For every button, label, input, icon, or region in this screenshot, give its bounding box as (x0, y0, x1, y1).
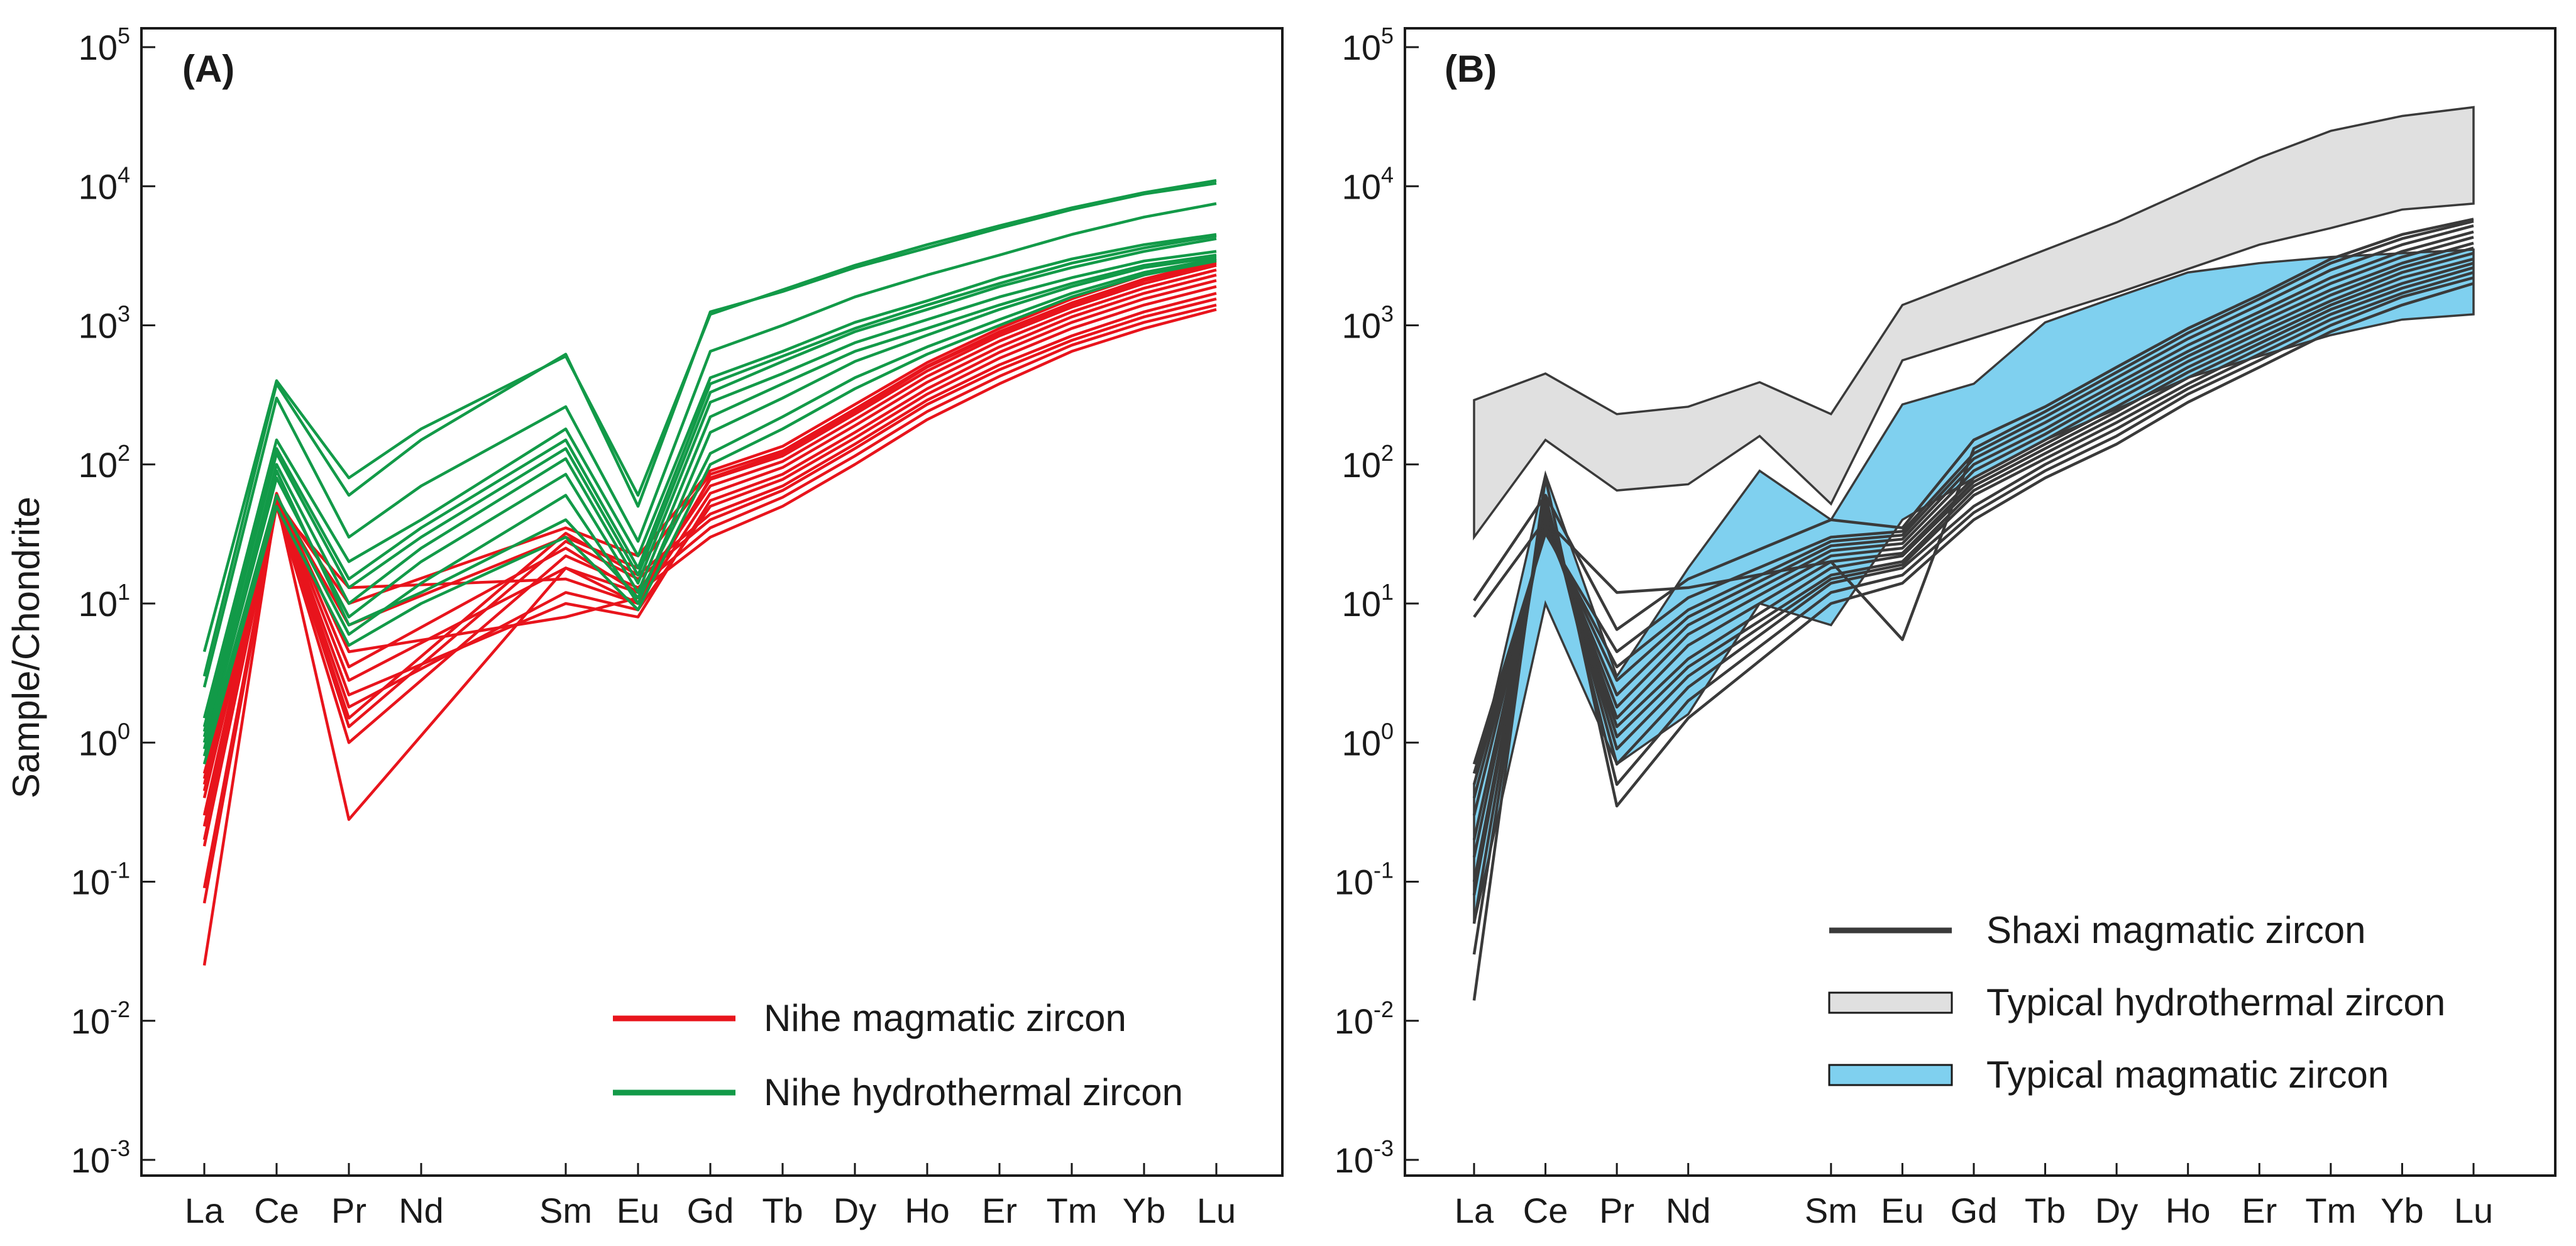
x-tick-label: Gd (1951, 1191, 1998, 1230)
panel-b-frame (1404, 27, 2557, 1177)
y-tick-label: 101 (79, 579, 130, 624)
series-line (1472, 276, 2474, 955)
x-tick-label: Pr (1599, 1191, 1634, 1230)
series-line (202, 308, 1217, 966)
x-tick-label: Yb (2381, 1191, 2424, 1230)
y-tick-label: 102 (79, 440, 130, 485)
y-tick-label: 10-1 (71, 857, 130, 902)
series-line (202, 285, 1217, 841)
series-line (1472, 224, 2474, 765)
panel-a-label: (A) (182, 48, 234, 90)
x-tick-label: Er (2242, 1191, 2277, 1230)
series-line (1473, 218, 2474, 631)
series-line (1472, 251, 2474, 841)
y-tick-label: 104 (1342, 162, 1394, 206)
y-axis-title: Sample/Chondrite (5, 497, 47, 798)
panel-a-frame (140, 27, 1284, 1177)
legend-label: Nihe magmatic zircon (764, 997, 1126, 1039)
series-line (202, 250, 1217, 743)
series-line (202, 273, 1217, 816)
y-tick-label: 103 (1342, 301, 1394, 346)
x-tick-label: Nd (1666, 1191, 1711, 1230)
series-line (202, 279, 1217, 827)
y-tick-label: 10-1 (1335, 857, 1394, 902)
legend-label: Typical hydrothermal zircon (1986, 981, 2445, 1023)
legend-swatch (1828, 991, 1953, 1014)
y-tick-label: 105 (79, 23, 130, 67)
series-line (202, 234, 1217, 727)
y-tick-label: 100 (1342, 718, 1394, 763)
x-tick-label: Dy (2095, 1191, 2138, 1230)
series-line (202, 297, 1217, 889)
series-line (202, 263, 1217, 791)
x-tick-label: Dy (834, 1191, 876, 1230)
series-line (202, 259, 1217, 765)
legend-swatch (1828, 1064, 1953, 1086)
range-band (1473, 106, 2475, 541)
series-line (1472, 262, 2474, 882)
series-line (1472, 230, 2474, 774)
x-tick-label: Ce (254, 1191, 299, 1230)
series-line (202, 292, 1217, 847)
x-tick-label: Sm (539, 1191, 592, 1230)
series-line (1473, 219, 2474, 641)
y-tick-label: 103 (79, 301, 130, 346)
y-tick-label: 10-2 (1335, 996, 1394, 1041)
x-tick-label: Yb (1123, 1191, 1166, 1230)
series-line (202, 182, 1217, 677)
x-tick-label: Sm (1805, 1191, 1858, 1230)
x-tick-label: Ho (2166, 1191, 2211, 1230)
series-line (1472, 282, 2474, 1001)
panel-a: (A) 10-3 10-2 10-1 100 101 102 103 104 105 La Ce Pr… (71, 23, 1284, 1230)
panel-b: (B) 10-3 10-2 10-1 100 101 102 103 104 105 La Ce Pr… (1335, 23, 2557, 1230)
series-line (1472, 266, 2474, 896)
x-tick-label: Tm (1047, 1191, 1098, 1230)
panel-b-label: (B) (1445, 48, 1497, 90)
series-line (1472, 271, 2474, 924)
x-tick-label: La (1455, 1191, 1494, 1230)
x-tick-label: Tb (762, 1191, 803, 1230)
series-line (202, 237, 1217, 732)
series-line (202, 303, 1217, 904)
series-line (1472, 241, 2474, 798)
x-tick-label: Ce (1523, 1191, 1568, 1230)
y-tick-label: 10-3 (1335, 1135, 1394, 1180)
y-tick-label: 10-2 (71, 996, 130, 1041)
y-tick-label: 105 (1342, 23, 1394, 67)
series-line (1472, 257, 2474, 858)
x-tick-label: Ho (905, 1191, 950, 1230)
y-tick-label: 102 (1342, 440, 1394, 485)
y-tick-label: 101 (1342, 579, 1394, 624)
x-tick-label: Pr (331, 1191, 366, 1230)
x-tick-label: Er (982, 1191, 1017, 1230)
series-line (202, 202, 1217, 688)
x-tick-label: Tb (2025, 1191, 2066, 1230)
series-line (1472, 236, 2474, 785)
x-tick-label: Tm (2305, 1191, 2356, 1230)
legend-label: Nihe hydrothermal zircon (764, 1071, 1183, 1113)
series-line (202, 253, 1217, 749)
x-tick-label: La (185, 1191, 224, 1230)
x-tick-label: Nd (399, 1191, 444, 1230)
series-line (202, 268, 1217, 798)
y-tick-label: 100 (79, 718, 130, 763)
legend-label: Shaxi magmatic zircon (1986, 909, 2366, 951)
x-tick-label: Eu (1881, 1191, 1924, 1230)
series-line (202, 257, 1217, 737)
y-tick-label: 104 (79, 162, 130, 206)
x-tick-label: Lu (2454, 1191, 2493, 1230)
series-line (1472, 246, 2474, 816)
x-tick-label: Lu (1197, 1191, 1236, 1230)
series-line (202, 255, 1217, 757)
range-band (1473, 248, 2475, 924)
y-tick-label: 10-3 (71, 1135, 130, 1180)
x-tick-label: Gd (687, 1191, 734, 1230)
series-line (202, 233, 1217, 719)
x-tick-label: Eu (617, 1191, 660, 1230)
legend-label: Typical magmatic zircon (1986, 1054, 2389, 1096)
